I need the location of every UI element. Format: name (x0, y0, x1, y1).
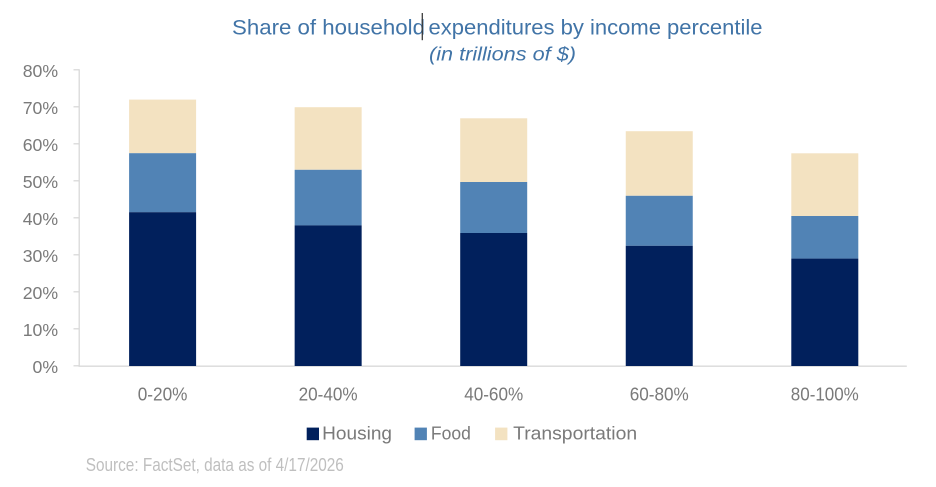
svg-text:40-60%: 40-60% (464, 384, 523, 404)
svg-text:80%: 80% (23, 61, 59, 81)
svg-text:expenditures by income percent: expenditures by income percentile (429, 17, 763, 40)
svg-text:80-100%: 80-100% (791, 384, 859, 404)
svg-text:20-40%: 20-40% (299, 384, 358, 404)
svg-text:(in trillions of $): (in trillions of $) (429, 44, 576, 66)
svg-text:60%: 60% (23, 135, 59, 155)
svg-text:60-80%: 60-80% (630, 384, 689, 404)
svg-text:10%: 10% (23, 320, 59, 340)
svg-text:Food: Food (431, 424, 471, 444)
svg-text:Transportation: Transportation (513, 424, 637, 444)
svg-text:30%: 30% (23, 246, 59, 266)
svg-text:0%: 0% (33, 357, 59, 377)
svg-text:70%: 70% (23, 98, 59, 118)
svg-text:50%: 50% (23, 172, 59, 192)
svg-text:0-20%: 0-20% (138, 384, 188, 404)
svg-text:Source: FactSet, data as of 4/: Source: FactSet, data as of 4/17/2026 (86, 455, 344, 475)
svg-text:40%: 40% (23, 209, 59, 229)
svg-text:Share of household: Share of household (232, 17, 425, 40)
svg-text:Housing: Housing (322, 424, 392, 444)
svg-text:20%: 20% (23, 283, 59, 303)
